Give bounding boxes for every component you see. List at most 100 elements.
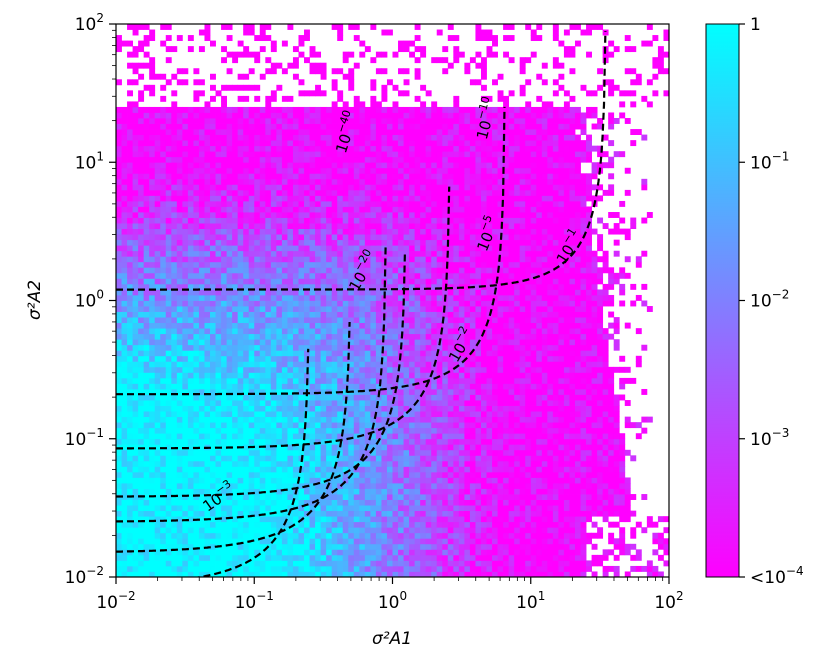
heatmap-cell	[237, 272, 244, 279]
heatmap-cell	[536, 344, 543, 351]
heatmap-cell	[204, 466, 211, 473]
heatmap-cell	[370, 311, 377, 318]
heatmap-cell	[475, 433, 482, 440]
heatmap-cell	[342, 516, 349, 523]
heatmap-cell	[458, 422, 465, 429]
heatmap-cell	[536, 482, 543, 489]
heatmap-cell	[254, 411, 261, 418]
heatmap-cell	[563, 317, 570, 324]
heatmap-cell	[259, 554, 266, 561]
heatmap-cell	[514, 294, 521, 301]
heatmap-cell	[442, 366, 449, 373]
heatmap-cell	[386, 482, 393, 489]
heatmap-cell	[165, 388, 172, 395]
heatmap-cell	[597, 405, 604, 412]
heatmap-cell	[160, 355, 167, 362]
heatmap-cell	[221, 294, 227, 301]
heatmap-cell	[558, 532, 565, 539]
heatmap-cell	[398, 322, 404, 329]
heatmap-cell	[503, 510, 510, 517]
heatmap-cell	[486, 377, 493, 384]
heatmap-cell	[630, 554, 637, 561]
heatmap-cell	[364, 466, 371, 473]
heatmap-cell	[193, 306, 200, 312]
heatmap-cell	[298, 372, 305, 379]
heatmap-cell	[198, 333, 205, 340]
heatmap-cell	[315, 471, 322, 478]
heatmap-cell	[619, 444, 626, 451]
heatmap-cell	[232, 427, 239, 434]
heatmap-cell	[292, 538, 299, 545]
heatmap-cell	[254, 488, 261, 495]
heatmap-cell	[143, 438, 150, 445]
heatmap-cell	[281, 317, 288, 324]
heatmap-cell	[348, 372, 355, 379]
heatmap-cell	[547, 438, 554, 445]
heatmap-cell	[370, 388, 377, 395]
heatmap-cell	[320, 400, 327, 406]
heatmap-cell	[221, 466, 227, 473]
heatmap-cell	[547, 549, 554, 556]
heatmap-cell	[458, 549, 465, 556]
heatmap-cell	[187, 317, 194, 324]
heatmap-cell	[364, 565, 371, 572]
heatmap-cell	[414, 538, 421, 545]
heatmap-cell	[569, 527, 576, 534]
heatmap-cell	[563, 543, 570, 550]
heatmap-cell	[265, 444, 272, 451]
heatmap-cell	[403, 538, 410, 545]
heatmap-cell	[386, 388, 393, 395]
heatmap-cell	[475, 532, 482, 539]
heatmap-cell	[657, 571, 664, 577]
heatmap-cell	[552, 372, 559, 379]
heatmap-cell	[453, 411, 460, 418]
heatmap-cell	[281, 532, 288, 539]
heatmap-cell	[121, 433, 128, 440]
heatmap-cell	[464, 527, 471, 534]
heatmap-cell	[198, 289, 205, 296]
heatmap-cell	[353, 543, 360, 550]
heatmap-cell	[226, 532, 233, 539]
heatmap-cell	[248, 294, 255, 301]
heatmap-cell	[281, 300, 288, 307]
heatmap-cell	[458, 289, 465, 296]
heatmap-cell	[281, 355, 288, 362]
heatmap-cell	[143, 411, 150, 418]
heatmap-cell	[574, 455, 581, 462]
heatmap-cell	[597, 350, 604, 357]
heatmap-cell	[613, 449, 620, 456]
heatmap-cell	[232, 300, 239, 307]
heatmap-cell	[171, 455, 178, 462]
heatmap-cell	[436, 377, 443, 384]
heatmap-cell	[171, 532, 178, 539]
heatmap-cell	[320, 306, 327, 312]
heatmap-cell	[492, 400, 498, 406]
heatmap-cell	[536, 317, 543, 324]
heatmap-cell	[586, 482, 592, 489]
heatmap-cell	[182, 311, 189, 318]
heatmap-cell	[138, 438, 145, 445]
heatmap-cell	[193, 333, 200, 340]
heatmap-cell	[536, 294, 543, 301]
heatmap-cell	[237, 289, 244, 296]
heatmap-cell	[563, 333, 570, 340]
heatmap-cell	[663, 560, 669, 567]
heatmap-cell	[398, 306, 404, 312]
heatmap-cell	[143, 455, 150, 462]
heatmap-cell	[431, 438, 438, 445]
heatmap-cell	[409, 350, 416, 357]
heatmap-cell	[547, 416, 554, 423]
heatmap-cell	[447, 405, 454, 412]
heatmap-cell	[469, 538, 476, 545]
heatmap-cell	[353, 355, 360, 362]
heatmap-cell	[348, 322, 355, 329]
heatmap-cell	[165, 317, 172, 324]
heatmap-cell	[292, 571, 299, 577]
heatmap-cell	[237, 366, 244, 373]
heatmap-cell	[536, 505, 543, 512]
heatmap-cell	[359, 449, 366, 456]
heatmap-cell	[420, 322, 427, 329]
heatmap-cell	[447, 488, 454, 495]
heatmap-cell	[569, 294, 576, 301]
heatmap-cell	[608, 394, 615, 401]
